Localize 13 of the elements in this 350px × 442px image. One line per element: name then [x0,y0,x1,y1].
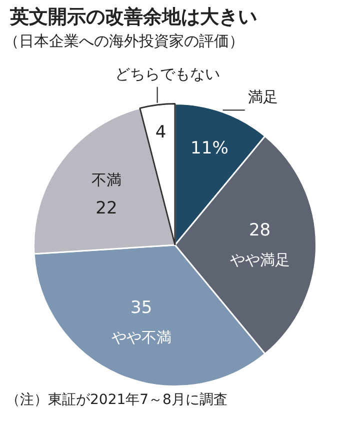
slice-label: 満足 [248,88,278,106]
slice-label: やや満足 [230,250,290,269]
slice-label: どちらでもない [114,64,220,83]
data-label: 28 [248,220,271,240]
data-label: 4 [155,122,166,142]
slice-label: やや不満 [111,328,172,347]
slice-label: 不満 [91,171,122,190]
data-label: 11% [190,138,228,159]
data-label: 35 [130,298,152,318]
text: （注）東証が2021年7～8月に調査 [5,391,228,409]
data-label: 22 [96,198,118,219]
chart-title: 英文開示の改善余地は大きい [8,5,258,30]
chart-subtitle: （日本企業への海外投資家の評価） [3,31,245,51]
